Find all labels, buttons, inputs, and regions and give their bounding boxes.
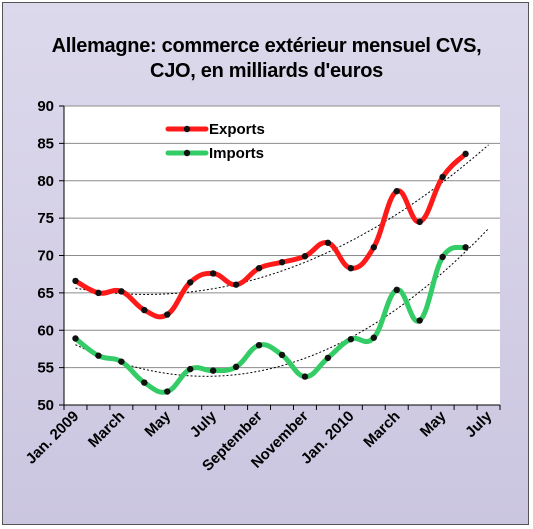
legend-item-exports: Exports (165, 121, 265, 138)
exports-point (95, 289, 102, 297)
exports-point (370, 244, 377, 251)
y-tick-label: 80 (37, 173, 54, 190)
imports-point (141, 379, 148, 386)
exports-point (278, 259, 286, 266)
imports-point (95, 352, 102, 359)
imports-point (72, 335, 79, 342)
chart-title-line-2: CJO, en milliards d'euros (150, 60, 383, 82)
exports-point (416, 218, 423, 226)
imports-point (118, 358, 125, 365)
x-tick-label: May (141, 407, 174, 440)
legend: Exports Imports (165, 121, 265, 162)
imports-point (462, 244, 469, 251)
exports-point (164, 311, 171, 318)
exports-point (187, 279, 194, 286)
imports-point (209, 367, 217, 374)
x-tick-label: March (360, 408, 403, 451)
y-tick-label: 55 (37, 360, 54, 377)
imports-point (324, 354, 332, 362)
x-tick-label: July (462, 407, 496, 441)
imports-point (232, 363, 240, 371)
legend-marker-exports (183, 125, 191, 133)
exports-point (232, 281, 240, 288)
y-tick-label: 90 (37, 98, 54, 115)
y-tick-label: 75 (37, 210, 54, 227)
imports-point (255, 342, 263, 349)
legend-label-imports: Imports (209, 145, 264, 162)
imports-point (301, 373, 309, 380)
exports-point (209, 270, 217, 277)
imports-point (347, 336, 355, 343)
x-tick-label: May (417, 407, 450, 440)
series-exports (72, 150, 469, 320)
exports-point (141, 306, 148, 314)
exports-point (301, 253, 309, 260)
chart-title-line-1: Allemagne: commerce extérieur mensuel CV… (51, 35, 482, 57)
chart-title: Allemagne: commerce extérieur mensuel CV… (0, 34, 533, 84)
x-tick-label: March (85, 408, 128, 451)
exports-point (393, 188, 400, 195)
trendlines (75, 144, 489, 377)
x-tick-label: July (187, 407, 221, 441)
gridlines (64, 105, 500, 405)
exports-point (347, 265, 355, 272)
exports-point (439, 173, 446, 181)
y-tick-label: 70 (37, 248, 54, 265)
exports-point (324, 239, 332, 246)
exports-point (462, 150, 469, 158)
x-tick-label: Jan. 2009 (23, 408, 83, 468)
imports-point (370, 334, 377, 341)
y-tick-label: 85 (37, 135, 54, 152)
legend-label-exports: Exports (209, 121, 265, 138)
legend-marker-imports (183, 149, 191, 157)
exports-point (118, 288, 125, 295)
exports-point (255, 265, 263, 272)
y-tick-label: 65 (37, 285, 54, 302)
imports-point (278, 351, 286, 359)
imports-point (187, 365, 194, 373)
series-imports (72, 244, 469, 395)
legend-item-imports: Imports (165, 145, 264, 162)
imports-point (164, 388, 171, 395)
trendline-imports (75, 228, 489, 377)
exports-point (72, 277, 79, 285)
y-tick-label: 50 (37, 397, 54, 414)
imports-point (439, 253, 446, 261)
trendline-exports (75, 144, 489, 295)
series-lines (72, 150, 469, 395)
imports-point (416, 317, 423, 324)
y-tick-label: 60 (37, 322, 54, 339)
imports-point (393, 286, 400, 294)
